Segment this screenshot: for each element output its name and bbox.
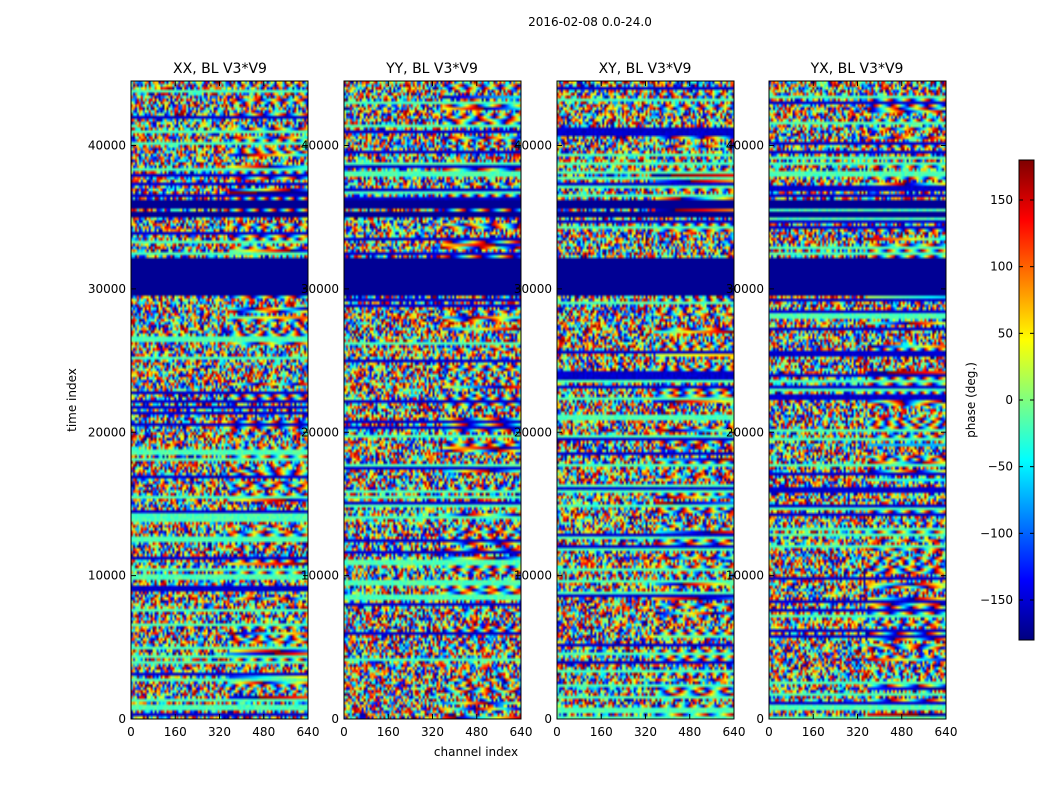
y-tick-label: 30000 [88,282,126,296]
panel-yy: YY, BL V3*V9 0 160 320 480 640 0 10000 20000 300… [301,61,533,739]
panel-title-yy: YY, BL V3*V9 [385,61,478,77]
y-tick-label: 40000 [88,139,126,153]
y-tick-label: 30000 [301,282,339,296]
y-tick-label: 40000 [301,139,339,153]
y-tick-label: 20000 [301,425,339,439]
y-tick-label: 0 [756,712,764,726]
colorbar: phase (deg.) −150 −100 −50 0 50 100 150 [964,159,1035,641]
x-tick-label: 0 [340,725,348,739]
x-tick-label: 640 [297,725,320,739]
x-tick-label: 640 [723,725,746,739]
x-tick-label: 320 [208,725,231,739]
x-tick-label: 640 [935,725,958,739]
x-tick-label: 480 [465,725,488,739]
y-tick-label: 10000 [726,569,764,583]
x-tick-label: 320 [421,725,444,739]
panel-xy: XY, BL V3*V9 0 160 320 480 640 0 10000 20000 300… [514,61,746,739]
y-axis-label: time index [65,368,79,432]
heatmap-image-1 [344,81,521,719]
colorbar-tick-label: 100 [990,260,1013,274]
figure-suptitle: 2016-02-08 0.0-24.0 [528,15,652,29]
x-tick-label: 160 [590,725,613,739]
panel-title-yx: YX, BL V3*V9 [810,61,904,77]
x-tick-label: 160 [802,725,825,739]
x-tick-label: 160 [164,725,187,739]
x-tick-label: 320 [634,725,657,739]
colorbar-tick-label: 50 [998,326,1013,340]
y-tick-label: 40000 [514,139,552,153]
y-tick-label: 30000 [726,282,764,296]
colorbar-tick-label: 150 [990,193,1013,207]
x-tick-label: 480 [890,725,913,739]
x-tick-label: 480 [252,725,275,739]
colorbar-tick-label: −100 [980,526,1013,540]
panel-title-xy: XY, BL V3*V9 [599,61,692,77]
y-tick-label: 0 [118,712,126,726]
x-tick-label: 480 [678,725,701,739]
heatmap-image-0 [131,81,308,719]
y-tick-label: 0 [544,712,552,726]
y-tick-label: 30000 [514,282,552,296]
x-tick-label: 0 [553,725,561,739]
heatmap-image-2 [557,81,734,719]
x-axis-label: channel index [434,745,518,759]
y-tick-label: 20000 [726,425,764,439]
colorbar-tick-label: 0 [1005,393,1013,407]
y-tick-label: 0 [331,712,339,726]
y-tick-label: 10000 [514,569,552,583]
colorbar-tick-label: −150 [980,593,1013,607]
x-tick-label: 320 [846,725,869,739]
x-tick-label: 640 [510,725,533,739]
colorbar-label: phase (deg.) [964,362,978,438]
y-tick-label: 40000 [726,139,764,153]
panel-yx: YX, BL V3*V9 0 160 320 480 640 0 10000 20000 300… [726,61,958,739]
x-tick-label: 0 [765,725,773,739]
panel-title-xx: XX, BL V3*V9 [173,61,267,77]
heatmap-image-3 [769,81,946,719]
y-tick-label: 20000 [88,425,126,439]
y-tick-label: 10000 [301,569,339,583]
x-tick-label: 160 [377,725,400,739]
colorbar-tick-label: −50 [988,460,1013,474]
y-tick-label: 20000 [514,425,552,439]
panel-xx: XX, BL V3*V9 0 160 320 480 640 0 10000 20000 300… [88,61,320,739]
x-tick-label: 0 [127,725,135,739]
y-tick-label: 10000 [88,569,126,583]
